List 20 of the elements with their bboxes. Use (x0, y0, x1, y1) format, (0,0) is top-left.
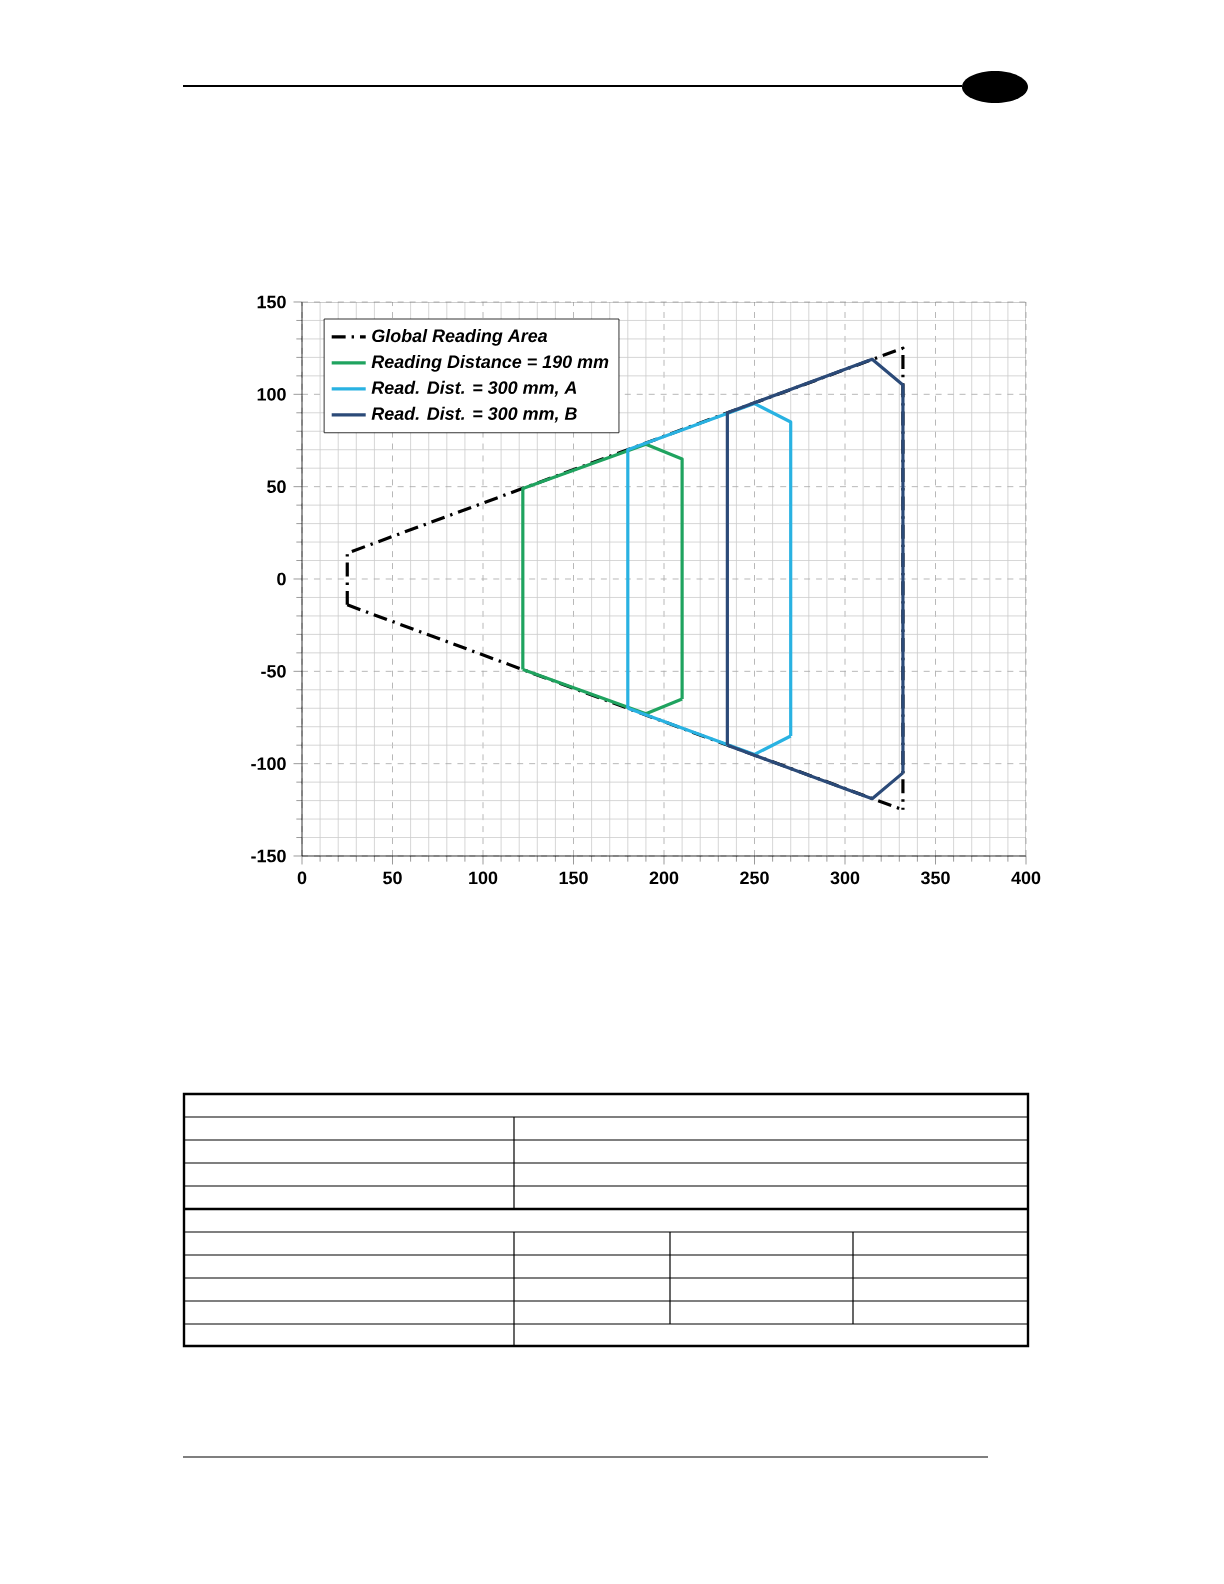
x-tick-label: 400 (1011, 871, 1041, 885)
x-tick-label: 250 (740, 871, 769, 885)
y-tick-label: 150 (257, 295, 286, 309)
x-tick-label: 100 (469, 871, 498, 885)
x-tick-label: 0 (297, 871, 307, 885)
legend-label: Read. Dist. = 300 mm, A (371, 380, 577, 397)
x-tick-label: 350 (920, 871, 950, 885)
x-tick-label: 200 (649, 871, 679, 885)
y-tick-label: 50 (267, 480, 286, 494)
y-tick-label: -100 (251, 757, 286, 771)
y-tick-label: -150 (251, 849, 286, 863)
y-tick-label: 0 (277, 572, 286, 586)
x-tick-label: 150 (559, 871, 588, 885)
y-tick-label: -50 (261, 664, 286, 678)
legend-label: Reading Distance = 190 mm (371, 354, 609, 372)
legend-label: Global Reading Area (372, 328, 548, 346)
y-tick-label: 100 (257, 387, 286, 401)
x-tick-label: 50 (383, 871, 402, 885)
x-tick-label: 300 (830, 871, 860, 885)
legend-label: Read. Dist. = 300 mm, B (371, 406, 577, 423)
